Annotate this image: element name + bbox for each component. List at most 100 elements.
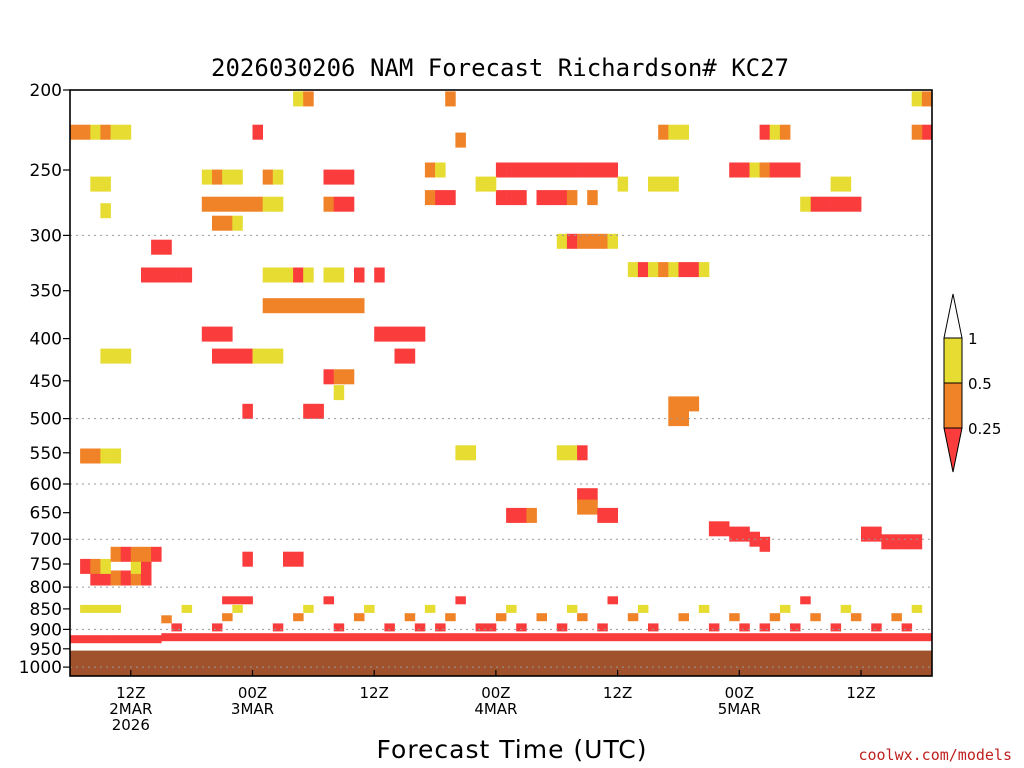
heatmap-cell [810, 196, 821, 212]
heatmap-cell [212, 169, 223, 185]
heatmap-cell [566, 162, 578, 178]
y-tick-label: 200 [30, 81, 62, 101]
heatmap-cell [759, 633, 771, 642]
heatmap-cell [445, 633, 456, 642]
x-tick-label: 12Z [360, 684, 389, 702]
heatmap-cell [779, 633, 791, 642]
heatmap-cell [891, 633, 902, 642]
heatmap-cell [556, 623, 568, 632]
heatmap-cell [262, 348, 274, 364]
heatmap-cell [313, 403, 324, 419]
heatmap-cell [739, 633, 750, 642]
heatmap-cell [566, 233, 578, 249]
heatmap-cell [779, 162, 791, 178]
heatmap-cell [495, 633, 507, 642]
heatmap-cell [80, 635, 91, 644]
heatmap-cell [364, 604, 375, 613]
heatmap-cell [212, 633, 223, 642]
heatmap-cell [252, 348, 263, 364]
heatmap-cell [577, 162, 588, 178]
heatmap-cell [800, 596, 811, 605]
heatmap-cell [323, 369, 334, 385]
heatmap-cell [272, 348, 284, 364]
heatmap-cell [171, 267, 182, 283]
heatmap-cell [303, 91, 314, 107]
heatmap-cell [577, 613, 588, 622]
heatmap-cell [354, 298, 365, 314]
heatmap-cell [617, 176, 629, 192]
heatmap-cell [414, 633, 426, 642]
heatmap-cell [90, 176, 101, 192]
heatmap-cell [861, 526, 872, 542]
heatmap-cell [668, 396, 679, 412]
heatmap-cell [678, 396, 689, 412]
heatmap-cell [323, 196, 334, 212]
heatmap-cell [404, 613, 416, 622]
heatmap-cell [110, 570, 122, 586]
heatmap-cell [323, 633, 334, 642]
heatmap-cell [262, 298, 274, 314]
heatmap-cell [232, 596, 243, 605]
heatmap-cell [212, 196, 223, 212]
heatmap-cell [850, 613, 862, 622]
heatmap-cell [283, 633, 294, 642]
heatmap-cell [404, 633, 416, 642]
heatmap-cell [201, 196, 213, 212]
heatmap-cell [333, 369, 345, 385]
heatmap-cell [90, 604, 101, 613]
heatmap-cell [70, 124, 81, 140]
heatmap-cell [627, 633, 639, 642]
heatmap-cell [151, 546, 162, 562]
heatmap-cell [100, 203, 111, 219]
heatmap-cell [343, 298, 355, 314]
heatmap-cell [212, 215, 223, 231]
heatmap-cell [729, 633, 740, 642]
heatmap-cell [130, 570, 142, 586]
colorbar-legend: 1 0.5 0.25 [943, 293, 1001, 473]
heatmap-cell [80, 124, 91, 140]
heatmap-cell [293, 91, 304, 107]
heatmap-cell [374, 633, 385, 642]
heatmap-cell [830, 633, 842, 642]
heatmap-cell [861, 633, 872, 642]
heatmap-cell [100, 448, 111, 464]
heatmap-cell [293, 613, 304, 622]
heatmap-cell [506, 162, 517, 178]
heatmap-cell [424, 190, 436, 206]
heatmap-cell [151, 635, 162, 644]
legend-label-0-5: 0.5 [968, 375, 992, 393]
heatmap-cell [222, 169, 233, 185]
heatmap-cell [719, 633, 730, 642]
heatmap-cell [769, 613, 781, 622]
heatmap-cell [495, 190, 507, 206]
x-tick-date: 4MAR [474, 700, 517, 718]
heatmap-cell [597, 233, 608, 249]
heatmap-cell [100, 348, 111, 364]
legend-swatch-yellow [943, 337, 963, 384]
heatmap-cell [688, 633, 700, 642]
heatmap-cell [577, 445, 588, 461]
heatmap-cell [597, 623, 608, 632]
heatmap-cell [759, 536, 771, 552]
y-tick-label: 950 [30, 640, 62, 660]
heatmap-cell [911, 633, 923, 642]
heatmap-cell [201, 169, 213, 185]
heatmap-cell [871, 623, 882, 632]
heatmap-cell [485, 623, 497, 632]
heatmap-cell [151, 239, 162, 255]
heatmap-cell [495, 162, 507, 178]
heatmap-cell [556, 162, 568, 178]
y-tick-label: 1000 [19, 658, 62, 678]
heatmap-cell [465, 633, 476, 642]
heatmap-cell [181, 267, 193, 283]
heatmap-cell [283, 551, 294, 567]
heatmap-cell [272, 196, 284, 212]
heatmap-cell [800, 196, 811, 212]
heatmap-cell [921, 91, 933, 107]
heatmap-cell [911, 124, 923, 140]
heatmap-cell [120, 635, 132, 644]
heatmap-cell [222, 348, 233, 364]
heatmap-cell [729, 526, 740, 542]
heatmap-cell [201, 633, 213, 642]
y-tick-label: 900 [30, 620, 62, 640]
